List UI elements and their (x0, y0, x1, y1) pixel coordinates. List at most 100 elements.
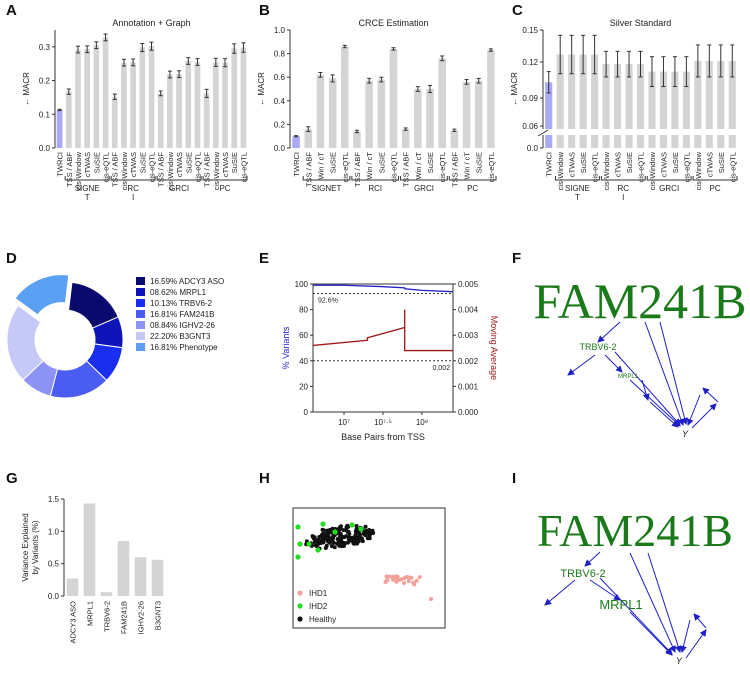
graph-i-node-y: Y (676, 656, 683, 666)
x-tick-label: cis-Window (212, 151, 221, 190)
legend-swatch (136, 310, 145, 318)
bar (75, 49, 81, 148)
y-tick-label: 0.6 (274, 73, 286, 82)
legend-swatch (136, 288, 145, 296)
ihd2-point (297, 541, 303, 547)
group-bracket (64, 176, 110, 181)
y2-tick-label: 0.000 (458, 408, 479, 417)
group-label: SIGNE (75, 184, 100, 193)
x-tick-label: Win / cT (463, 152, 472, 180)
annotation-label: 92.6% (318, 297, 338, 304)
x-tick-label: cis-eQTL (148, 152, 157, 182)
healthy-point (365, 529, 370, 534)
healthy-point (343, 534, 348, 539)
x-tick-label: 10⁷·⁵ (374, 418, 392, 427)
x-tick-label: cis-eQTL (637, 152, 646, 182)
y-tick-label: 0.2 (274, 120, 286, 129)
bar (487, 50, 495, 149)
bar (602, 64, 610, 148)
bar (167, 74, 173, 148)
legend-label: 08.62% MRPL1 (150, 288, 207, 297)
x-tick-label: cis-Window (120, 151, 129, 190)
y-tick-label: 0.0 (527, 144, 539, 153)
healthy-point (315, 538, 320, 543)
healthy-point (361, 531, 366, 536)
chart-title: CRCE Estimation (358, 18, 428, 28)
bar (151, 559, 164, 596)
bar (591, 54, 599, 148)
bar (462, 81, 471, 148)
x-tick-label: cTWAS (129, 152, 138, 177)
y-tick-label: 0.0 (39, 144, 51, 153)
y2-tick-label: 0.003 (458, 331, 479, 340)
bar (545, 82, 553, 148)
y-axis-label: by Variants (%) (31, 520, 40, 574)
group-label: PC (467, 184, 478, 193)
x-tick-label: SuSIE (717, 152, 726, 173)
healthy-point (351, 541, 356, 546)
ihd1-point (406, 579, 411, 584)
group-label: PC (709, 184, 720, 193)
panel-label-a: A (6, 2, 17, 19)
legend-label: 16.59% ADCY3 ASO (150, 277, 224, 286)
y-tick-label: 100 (295, 280, 309, 289)
x-tick-label: cis-eQTL (682, 152, 691, 182)
ihd1-point (384, 578, 389, 583)
ihd1-point (414, 578, 419, 583)
bar (65, 91, 72, 148)
y-tick-label: 0 (304, 408, 309, 417)
bar (659, 71, 667, 148)
bar (304, 129, 313, 148)
ihd2-point (320, 521, 326, 527)
bar (316, 74, 325, 148)
healthy-point (330, 526, 335, 531)
bar (139, 47, 146, 148)
y-tick-label: 20 (299, 382, 308, 391)
bar (134, 557, 147, 596)
bar (66, 578, 79, 596)
x-tick-label: cis-Window (556, 151, 565, 190)
healthy-point (320, 527, 325, 532)
healthy-point (338, 526, 343, 531)
x-tick-label: TWRCI (56, 152, 65, 177)
bar (694, 60, 702, 148)
healthy-point (351, 537, 356, 542)
x-tick-label: cis-eQTL (239, 152, 248, 182)
bar (377, 79, 386, 148)
x-tick-label: TSS / ABF (353, 152, 362, 187)
bar (401, 129, 410, 148)
bar (625, 64, 633, 148)
bar (671, 71, 679, 148)
ihd1-point (402, 580, 407, 585)
healthy-point (310, 534, 315, 539)
ihd2-point (315, 547, 321, 553)
bar (121, 62, 127, 148)
group-label: RC (618, 184, 630, 193)
y2-tick-label: 0.001 (458, 382, 479, 391)
ihd1-point (417, 575, 422, 580)
ihd2-point (306, 541, 312, 547)
x-tick-label: cis-Window (648, 151, 657, 190)
healthy-point (367, 536, 372, 541)
bar (426, 89, 434, 148)
donut-slice (14, 274, 70, 316)
ihd1-point (387, 574, 392, 579)
series-line-variants (313, 284, 454, 293)
y-tick-label: 0.0 (274, 144, 286, 153)
y-tick-label: 0.15 (522, 26, 538, 35)
x-tick-label: TSS / ABF (157, 152, 166, 187)
x-tick-label: Win / cT (316, 152, 325, 180)
bar (648, 71, 656, 148)
legend-swatch (136, 343, 145, 351)
x-tick-label: cTWAS (83, 152, 92, 177)
group-label: I (622, 193, 624, 202)
chart-title: Silver Standard (610, 18, 672, 28)
x-tick-label: TSS / ABF (203, 152, 212, 187)
bar (185, 61, 192, 148)
ihd1-point (394, 574, 399, 579)
x-tick-label: SuSIE (184, 152, 193, 173)
